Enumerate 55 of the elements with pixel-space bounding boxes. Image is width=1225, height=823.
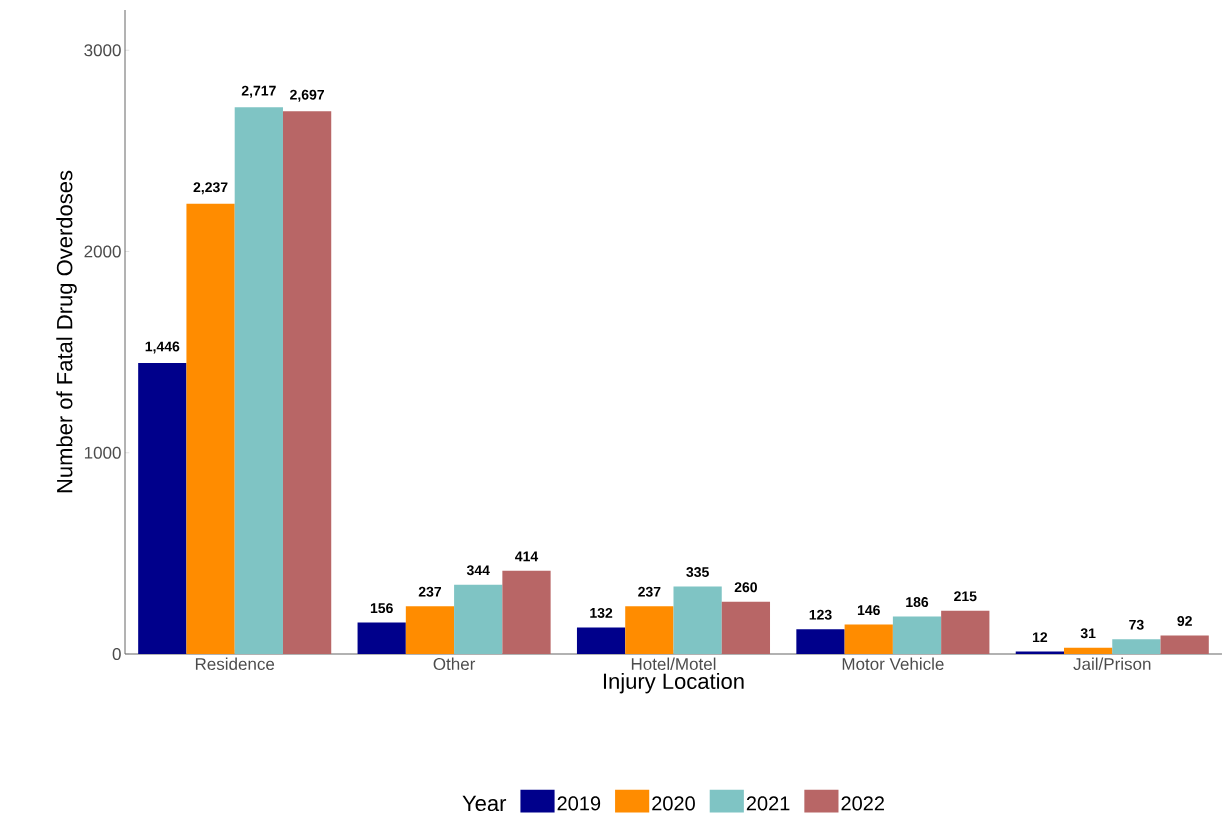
data-label: 344	[466, 565, 490, 576]
data-label: 215	[954, 591, 977, 602]
data-label: 73	[1129, 619, 1144, 630]
data-label: 237	[638, 586, 661, 597]
bar	[282, 111, 332, 654]
bar	[941, 610, 990, 654]
data-label: 335	[686, 567, 709, 578]
bar	[1064, 647, 1113, 654]
bar	[844, 624, 893, 654]
y-tick-label: 3000	[84, 44, 121, 57]
y-tick-label: 1000	[84, 446, 121, 459]
bar	[234, 107, 283, 654]
x-tick-label: Residence	[195, 657, 275, 671]
y-tick-label: 0	[112, 647, 121, 661]
bar	[138, 362, 187, 654]
legend-title: Year	[462, 795, 507, 812]
y-tick-label: 2000	[84, 245, 121, 258]
bar	[186, 203, 235, 654]
data-label: 2,237	[193, 182, 228, 195]
legend-label: 2022	[841, 796, 884, 811]
x-tick-label: Motor Vehicle	[842, 657, 944, 671]
data-label: 132	[590, 607, 613, 618]
data-label: 2,697	[290, 89, 324, 102]
legend-label: 2019	[557, 796, 601, 811]
bar	[576, 627, 626, 654]
bar	[405, 606, 455, 654]
bar	[1112, 639, 1161, 654]
legend-label: 2020	[652, 796, 695, 811]
data-label: 156	[370, 603, 393, 614]
data-label: 1,446	[145, 341, 180, 354]
bar	[454, 584, 503, 654]
data-label: 146	[857, 605, 880, 616]
data-label: 123	[809, 609, 832, 620]
bar	[357, 622, 406, 654]
data-label: 260	[734, 582, 757, 593]
x-tick-label: Hotel/Motel	[631, 657, 716, 671]
y-axis-title: Number of Fatal Drug Overdoses	[56, 170, 77, 493]
bar	[502, 570, 551, 654]
bar	[673, 586, 722, 654]
x-tick-label: Jail/Prison	[1073, 657, 1151, 671]
data-label: 414	[515, 551, 539, 562]
x-axis-title: Injury Location	[603, 672, 744, 694]
bar	[1160, 635, 1209, 654]
data-label: 186	[906, 597, 929, 608]
x-tick-label: Other	[433, 657, 476, 671]
data-label: 92	[1177, 616, 1192, 626]
bar	[796, 629, 845, 654]
legend-label: 2021	[746, 796, 790, 811]
data-label: 237	[418, 586, 442, 597]
data-label: 2,717	[241, 85, 276, 98]
bar	[721, 601, 771, 654]
bar	[892, 616, 942, 654]
data-label: 31	[1080, 628, 1096, 639]
bar	[625, 606, 674, 654]
data-label: 12	[1032, 632, 1048, 643]
